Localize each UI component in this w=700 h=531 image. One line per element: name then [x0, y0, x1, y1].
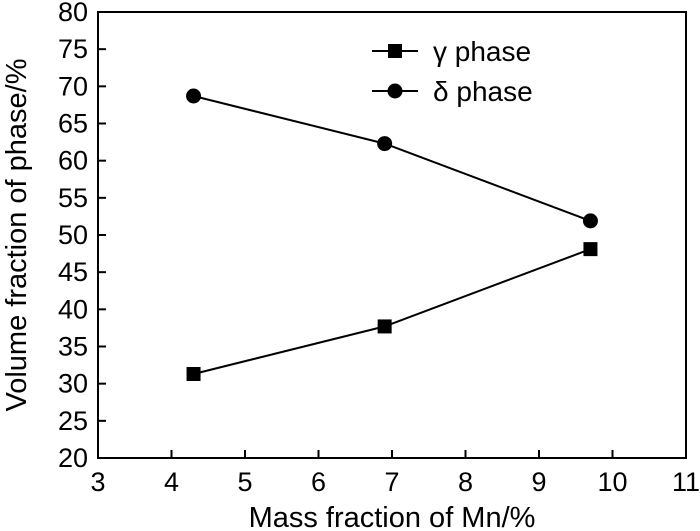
legend-item: γ phase: [372, 36, 531, 67]
x-tick-label: 8: [458, 467, 473, 497]
legend-label: γ phase: [433, 36, 531, 67]
y-axis-label: Volume fraction of phase/%: [1, 58, 33, 411]
series-delta: [186, 88, 598, 229]
y-axis-ticks: 20 25 30 35 40 45 50 55 60 65 70 75 80: [58, 0, 106, 473]
y-tick-label: 65: [58, 109, 88, 139]
data-point: [377, 319, 392, 334]
y-tick-label: 40: [58, 294, 88, 324]
y-tick-label: 20: [58, 443, 88, 473]
x-tick-label: 7: [384, 467, 399, 497]
legend-marker: [387, 83, 403, 99]
data-point: [186, 88, 202, 104]
x-tick-label: 4: [164, 467, 179, 497]
y-tick-label: 45: [58, 257, 88, 287]
y-tick-label: 70: [58, 71, 88, 101]
legend-item: δ phase: [372, 76, 533, 107]
legend-marker: [388, 44, 402, 58]
x-tick-label: 3: [90, 467, 105, 497]
y-tick-label: 75: [58, 34, 88, 64]
legend: γ phase δ phase: [372, 36, 533, 107]
x-tick-label: 11: [672, 467, 700, 497]
y-tick-label: 50: [58, 220, 88, 250]
y-tick-label: 60: [58, 146, 88, 176]
x-tick-label: 10: [597, 467, 627, 497]
data-point: [377, 136, 393, 152]
legend-label: δ phase: [433, 76, 533, 107]
x-axis-label: Mass fraction of Mn/%: [249, 502, 536, 531]
data-point: [186, 367, 201, 382]
x-tick-label: 9: [531, 467, 546, 497]
x-tick-label: 5: [237, 467, 252, 497]
y-tick-label: 25: [58, 406, 88, 436]
plot-frame: [97, 11, 687, 459]
x-axis-ticks: 3 4 5 6 7 8 9 10 11: [90, 450, 700, 497]
series-line: [193, 95, 591, 222]
x-tick-label: 6: [311, 467, 326, 497]
data-point: [582, 213, 598, 229]
data-point: [583, 242, 598, 257]
y-tick-label: 35: [58, 332, 88, 362]
series-gamma: [186, 242, 598, 382]
y-tick-label: 80: [58, 0, 88, 27]
series-layer: [186, 88, 598, 382]
y-tick-label: 55: [58, 183, 88, 213]
series-line: [193, 248, 591, 375]
y-tick-label: 30: [58, 369, 88, 399]
